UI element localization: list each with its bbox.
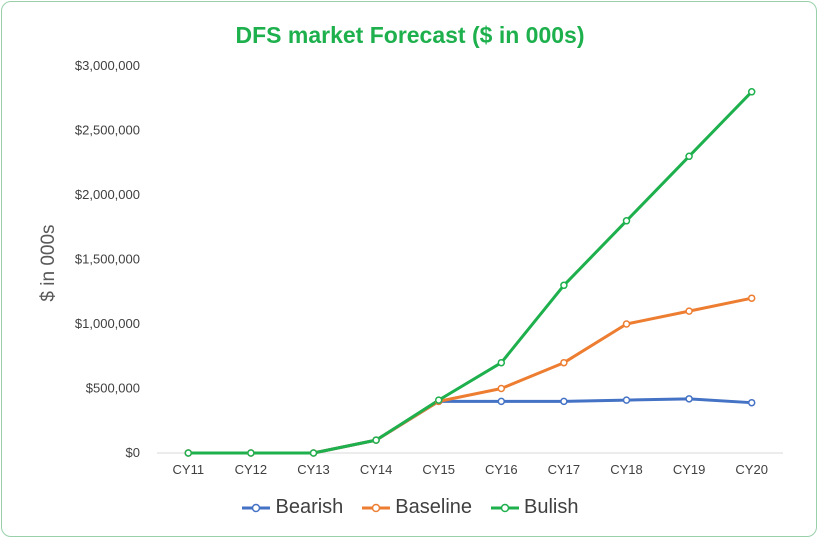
series-line-baseline <box>188 296 753 455</box>
x-tick-label: CY20 <box>735 462 768 477</box>
y-tick-label: $1,500,000 <box>75 252 140 267</box>
data-point-bulish <box>560 281 568 290</box>
y-axis-ticks: $0 $500,000 $1,000,000 $1,500,000 $2,000,000… <box>75 58 140 460</box>
y-tick-label: $1,000,000 <box>75 316 140 331</box>
data-point-baseline <box>560 358 568 367</box>
y-tick-label: $2,000,000 <box>75 187 140 202</box>
data-point-bearish <box>685 395 693 403</box>
chart-title: DFS market Forecast ($ in 000s) <box>235 22 585 48</box>
x-tick-label: CY15 <box>422 462 455 477</box>
data-point-bulish <box>247 449 255 457</box>
series-points <box>184 88 756 457</box>
y-tick-label: $3,000,000 <box>75 58 140 73</box>
y-tick-label: $500,000 <box>86 381 140 396</box>
data-point-bulish <box>184 449 193 457</box>
data-point-bulish <box>434 396 443 404</box>
legend-marker-icon <box>362 503 391 512</box>
data-point-bulish <box>747 88 756 96</box>
x-tick-label: CY11 <box>173 462 205 477</box>
data-point-bulish <box>497 358 506 367</box>
data-point-baseline <box>497 384 506 393</box>
x-tick-label: CY17 <box>548 462 581 477</box>
series-lines <box>188 90 753 455</box>
legend-label: Baseline <box>395 496 473 518</box>
data-point-baseline <box>685 307 693 315</box>
data-point-bearish <box>622 396 631 404</box>
data-point-bearish <box>747 398 756 407</box>
legend-label: Bulish <box>524 496 579 518</box>
data-point-bearish <box>497 397 506 406</box>
y-tick-label: $2,500,000 <box>75 123 140 138</box>
legend-item-bulish: Bulish <box>490 496 579 519</box>
x-axis-ticks: CY11 CY12 CY13 CY14 CY15 CY16 CY17 CY18 CY19 CY20 <box>173 462 768 477</box>
data-point-baseline <box>747 294 756 302</box>
series-line-bulish <box>188 90 753 455</box>
legend-item-baseline: Baseline <box>361 496 472 519</box>
data-point-bulish <box>309 449 318 457</box>
x-tick-label: CY14 <box>360 462 393 477</box>
legend-marker-icon <box>491 503 520 512</box>
data-point-bulish <box>372 436 380 444</box>
x-tick-label: CY13 <box>297 462 330 477</box>
x-tick-label: CY16 <box>485 462 518 477</box>
series-line-bearish <box>188 397 752 455</box>
y-axis-label: $ in 000s <box>38 224 59 301</box>
data-point-baseline <box>622 320 631 328</box>
y-tick-label: $0 <box>126 445 140 460</box>
x-tick-label: CY18 <box>610 462 643 477</box>
data-point-bulish <box>622 217 631 225</box>
x-tick-label: CY19 <box>673 462 706 477</box>
legend-marker-icon <box>242 503 271 512</box>
legend-item-bearish: Bearish <box>241 496 343 519</box>
data-point-bulish <box>685 152 693 161</box>
legend-label: Bearish <box>275 496 344 518</box>
line-chart: $0 $500,000 $1,000,000 $1,500,000 $2,000,000… <box>38 58 783 477</box>
x-tick-label: CY12 <box>235 462 268 477</box>
data-point-bearish <box>560 397 568 406</box>
legend: Bearish Baseline Bulish <box>0 496 820 519</box>
